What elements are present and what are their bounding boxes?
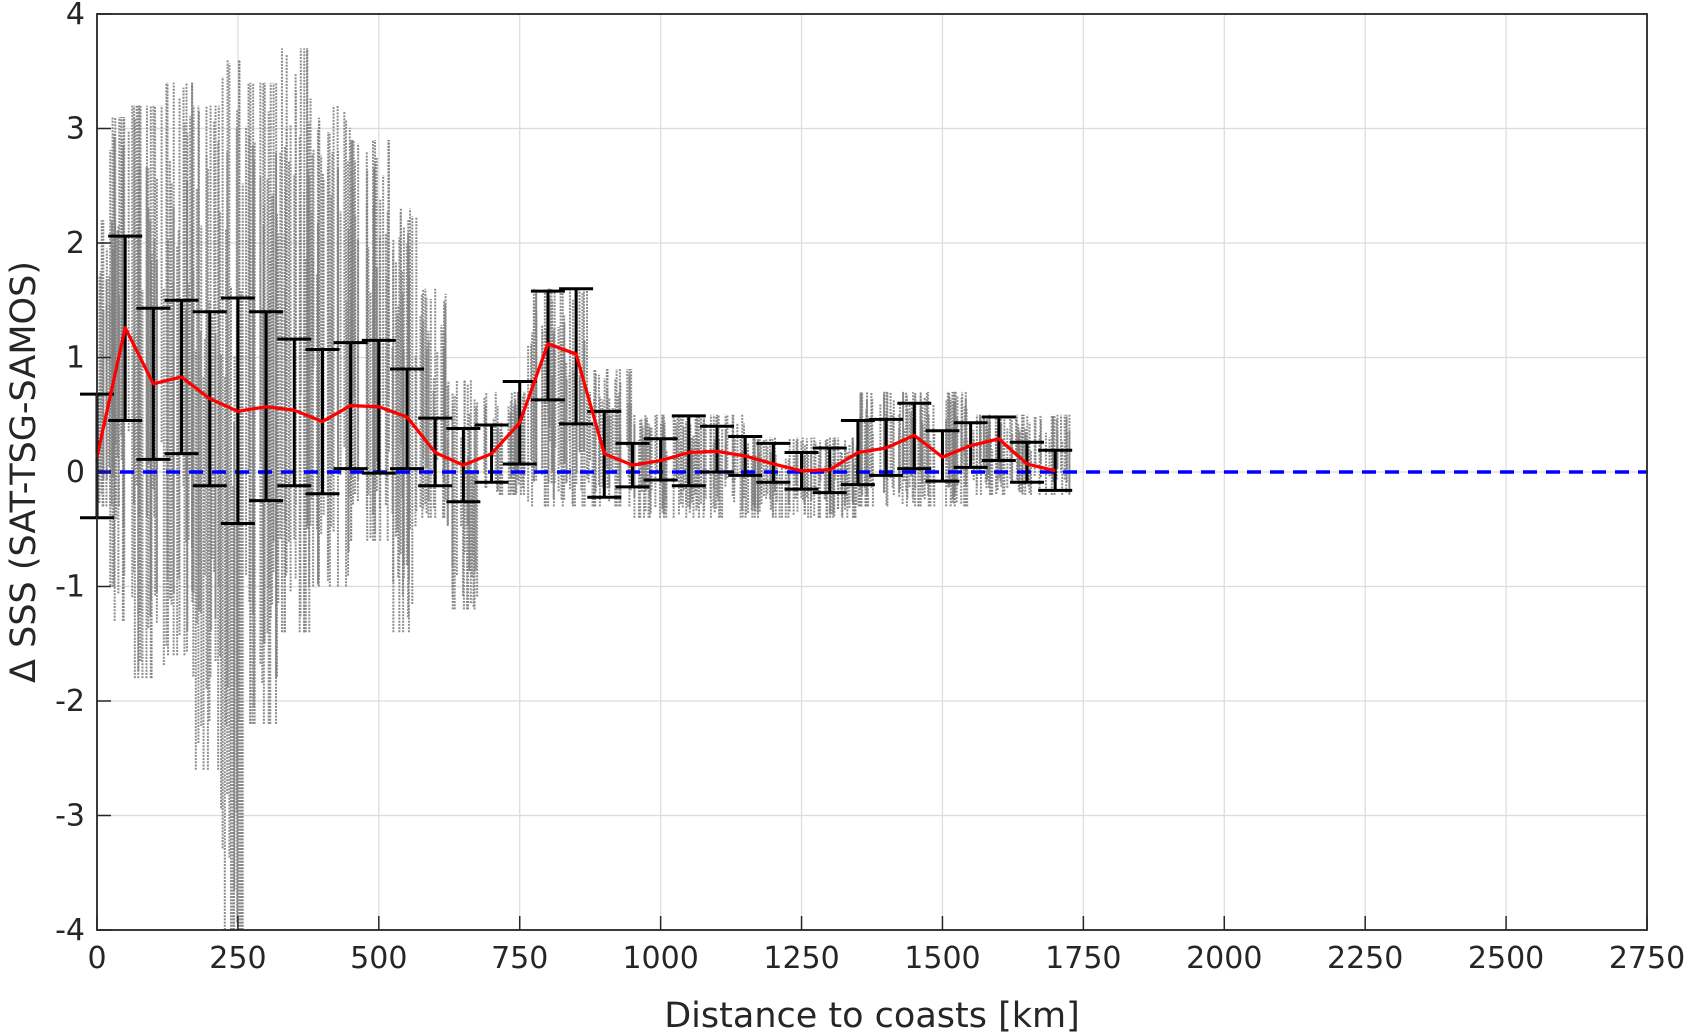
x-tick-label: 1000 bbox=[622, 941, 698, 976]
x-tick-label: 2000 bbox=[1186, 941, 1262, 976]
mean-line-path bbox=[95, 326, 1056, 473]
y-tick-label: -2 bbox=[55, 684, 85, 719]
mean-line bbox=[95, 326, 1056, 473]
y-axis-label: Δ SSS (SAT-TSG-SAMOS) bbox=[4, 261, 44, 683]
y-tick-label: 3 bbox=[66, 112, 85, 147]
x-tick-label: 2500 bbox=[1468, 941, 1544, 976]
y-axis-ticks: -4 -3 -2 -1 0 1 2 3 4 bbox=[55, 0, 111, 948]
y-tick-label: 0 bbox=[66, 455, 85, 490]
x-tick-label: 1750 bbox=[1045, 941, 1121, 976]
y-tick-label: -1 bbox=[55, 570, 85, 605]
y-tick-label: 2 bbox=[66, 226, 85, 261]
error-bar bbox=[671, 414, 706, 488]
x-tick-label: 750 bbox=[491, 941, 548, 976]
x-tick-label: 2250 bbox=[1327, 941, 1403, 976]
x-tick-label: 1250 bbox=[763, 941, 839, 976]
x-tick-label: 250 bbox=[209, 941, 266, 976]
x-tick-label: 2750 bbox=[1609, 941, 1685, 976]
x-tick-label: 0 bbox=[87, 941, 106, 976]
error-bar bbox=[277, 337, 312, 488]
x-tick-label: 500 bbox=[350, 941, 407, 976]
x-axis-label: Distance to coasts [km] bbox=[664, 996, 1080, 1035]
y-tick-label: -3 bbox=[55, 799, 85, 834]
y-tick-label: 1 bbox=[66, 341, 85, 376]
x-tick-label: 1500 bbox=[904, 941, 980, 976]
y-tick-label: -4 bbox=[55, 913, 85, 948]
error-bar bbox=[700, 424, 734, 474]
x-axis-ticks: 0 250 500 750 1000 1250 1500 1750 2000 2250 2500 27… bbox=[87, 916, 1685, 976]
y-tick-label: 4 bbox=[66, 0, 85, 32]
